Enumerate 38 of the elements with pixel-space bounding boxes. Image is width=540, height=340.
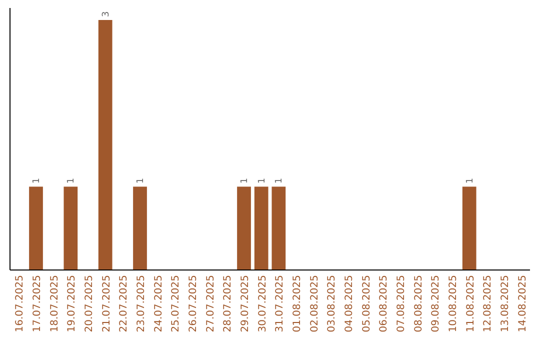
x-tick-label: 12.08.2025 [482,275,494,332]
x-tick-label: 11.08.2025 [465,275,476,332]
x-tick-label: 26.07.2025 [188,275,199,332]
x-tick-label: 31.07.2025 [274,275,286,332]
x-tick-label: 25.07.2025 [170,275,182,332]
x-tick-label: 06.08.2025 [378,275,390,332]
x-tick-label: 29.07.2025 [240,275,251,332]
x-tick-label: 05.08.2025 [361,275,372,332]
x-tick-label: 10.08.2025 [448,275,459,332]
x-tick-label: 28.07.2025 [222,275,234,332]
data-label: 1 [240,178,250,184]
x-tick-label: 04.08.2025 [344,275,355,332]
x-tick-label: 27.07.2025 [205,275,216,332]
x-tick-label: 14.08.2025 [517,275,528,332]
x-tick-label: 09.08.2025 [430,275,442,332]
x-tick-label: 30.07.2025 [257,275,268,332]
data-label: 1 [274,178,285,184]
data-label: 1 [136,178,146,184]
x-tick-label: 16.07.2025 [14,275,26,332]
data-label: 3 [101,11,112,17]
x-tick-label: 02.08.2025 [309,275,320,332]
x-tick-label: 07.08.2025 [396,275,407,332]
x-tick-label: 17.07.2025 [32,275,43,332]
x-tick-label: 20.07.2025 [84,275,95,332]
x-tick-label: 19.07.2025 [66,275,78,332]
data-label: 1 [257,178,268,184]
x-tick-label: 01.08.2025 [292,275,303,332]
data-label: 1 [465,178,476,184]
x-tick-label: 22.07.2025 [118,275,130,332]
x-tick-label: 13.08.2025 [500,275,511,332]
x-tick-label: 21.07.2025 [101,275,112,332]
x-tick-label: 18.07.2025 [49,275,60,332]
data-label: 1 [32,178,42,184]
x-tick-label: 24.07.2025 [153,275,164,332]
x-tick-label: 08.08.2025 [413,275,424,332]
data-label: 1 [66,178,77,184]
x-tick-label: 03.08.2025 [326,275,338,332]
x-tick-label: 23.07.2025 [136,275,147,332]
